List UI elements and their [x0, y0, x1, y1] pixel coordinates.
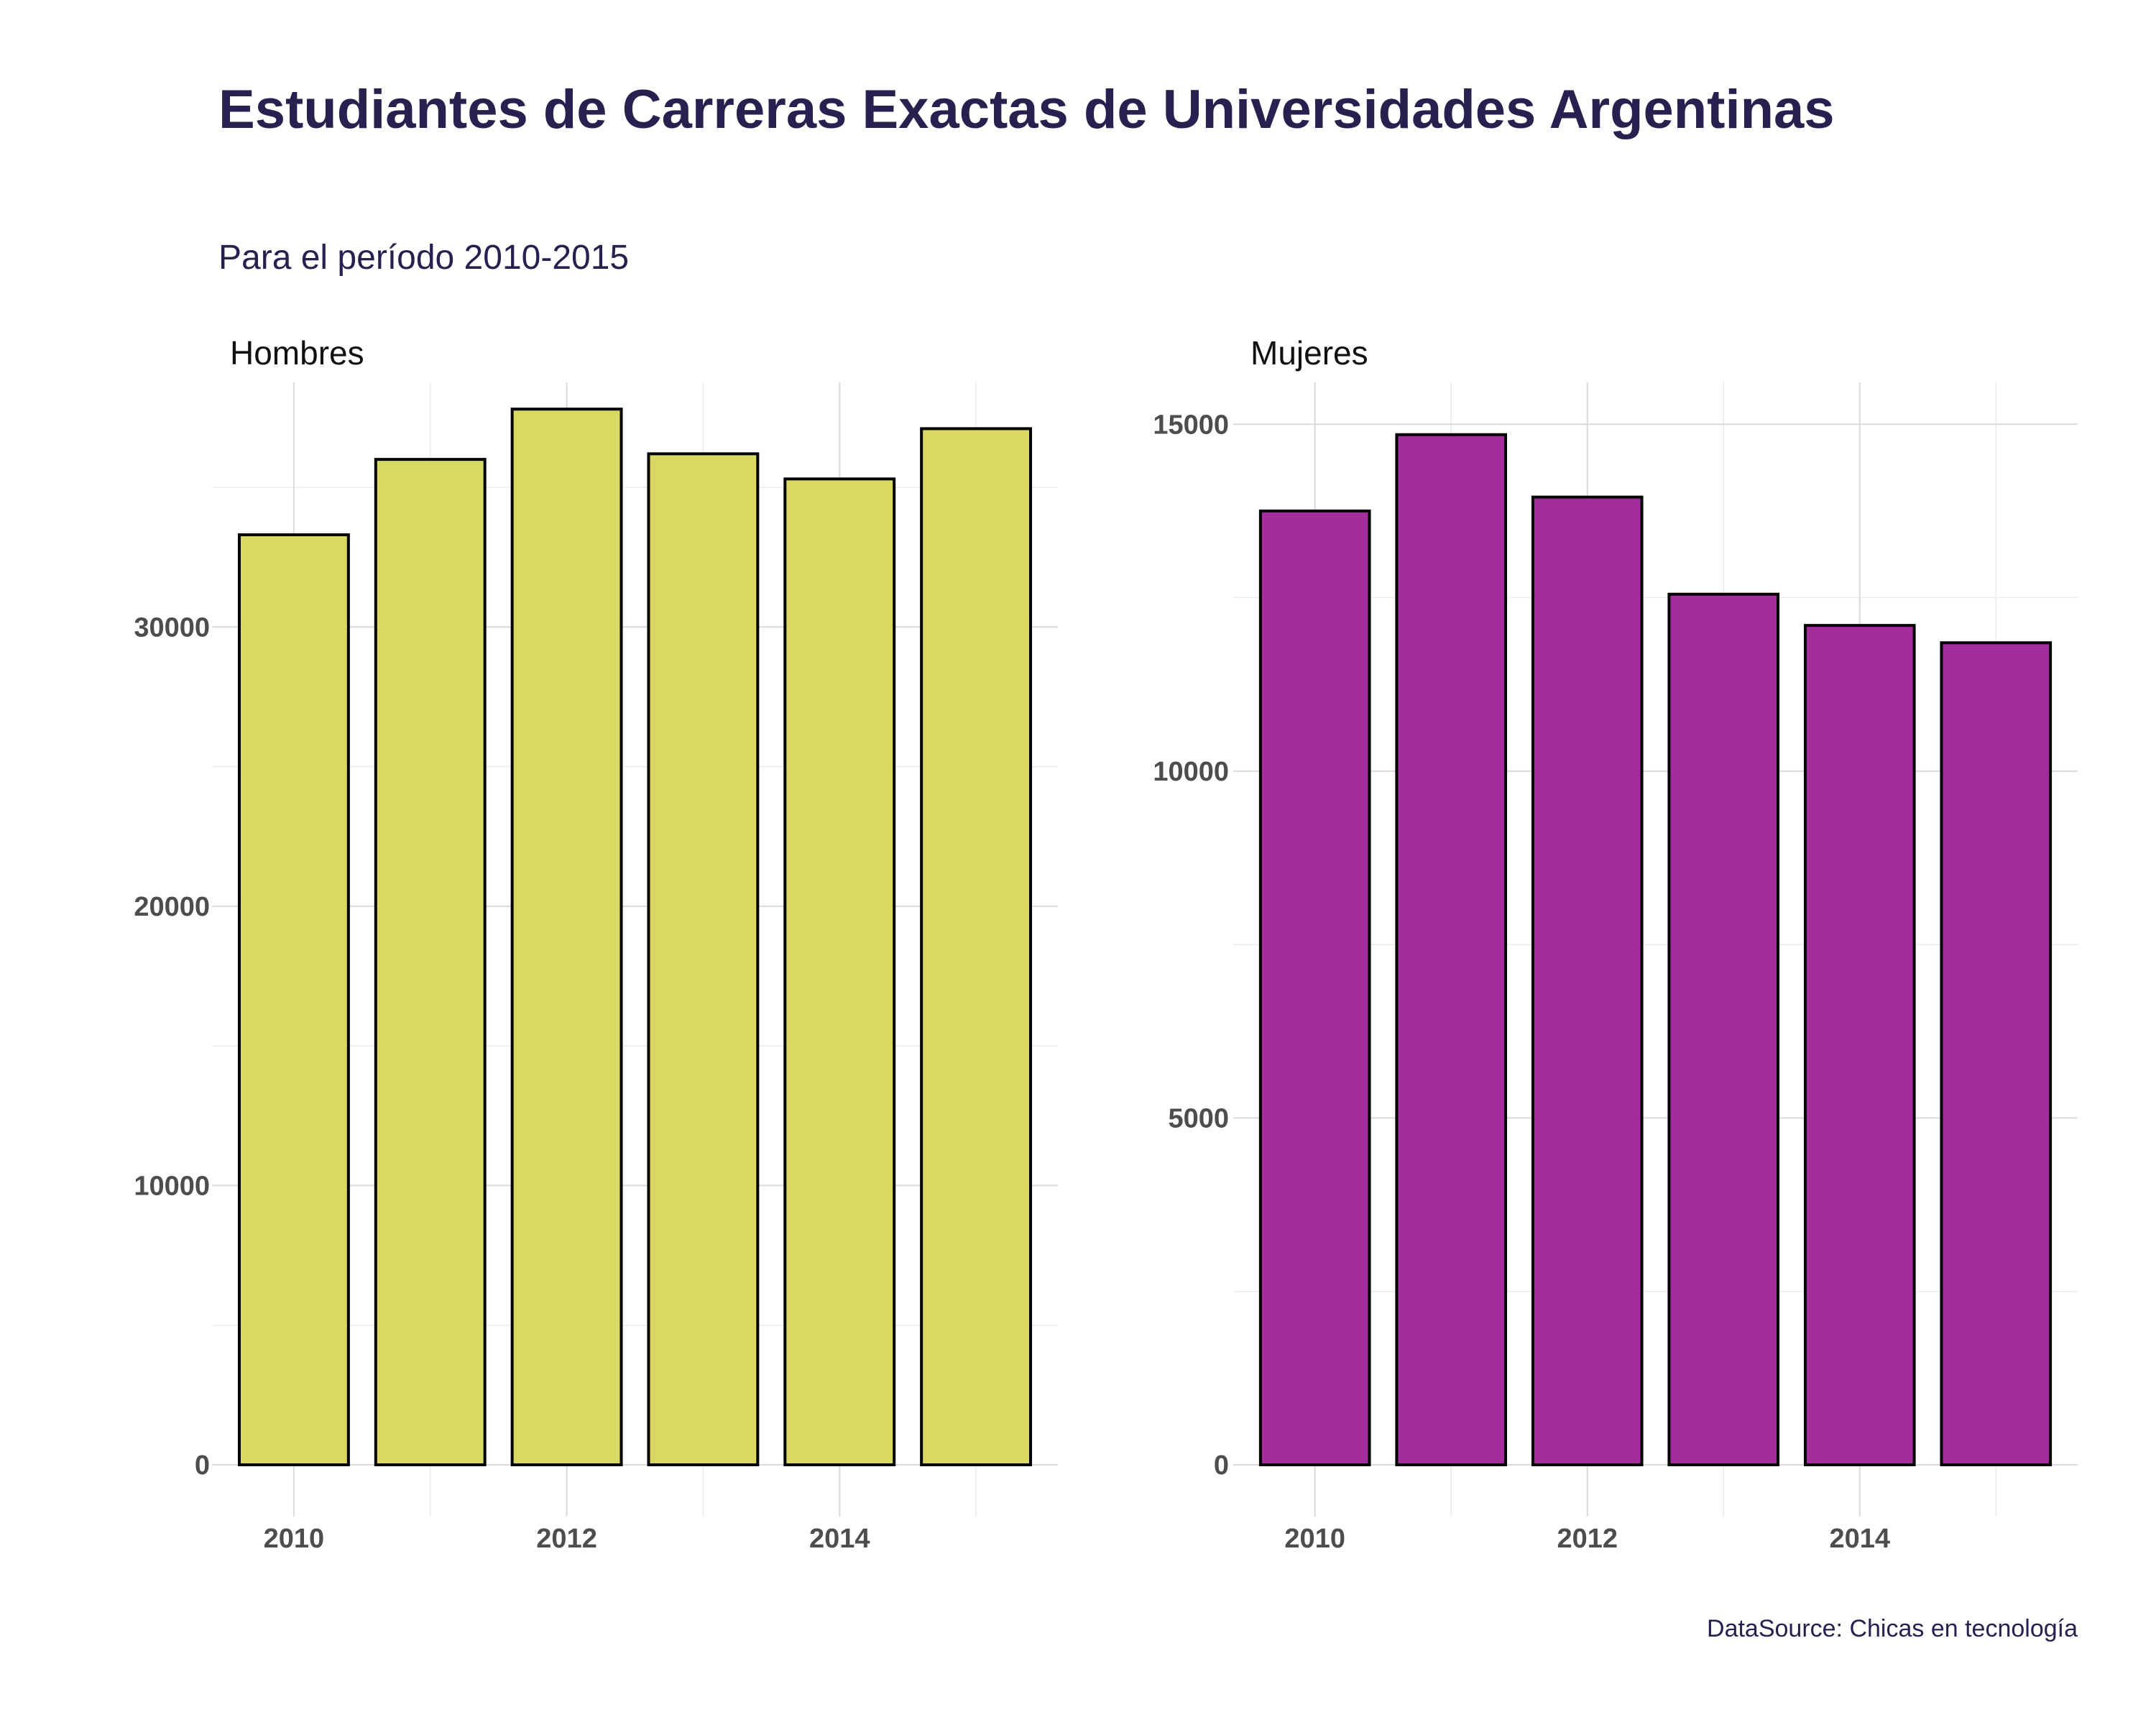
x-tick-label: 2014 — [1830, 1524, 1891, 1554]
x-tick-label: 2010 — [1284, 1524, 1345, 1554]
facet-strip-label: Mujeres — [1250, 334, 1368, 372]
facet-panel-hombres: 0 10000 20000 30000 2010 2012 2014 Hombres — [134, 334, 1058, 1554]
bar-mujeres-2015 — [1940, 641, 2053, 1467]
bar-hombres-2010 — [237, 533, 350, 1466]
bar-mujeres-2012 — [1531, 495, 1644, 1466]
bar-hombres-2013 — [647, 452, 760, 1466]
chart-subtitle: Para el período 2010-2015 — [218, 239, 629, 277]
facet-strip-label: Hombres — [230, 334, 364, 372]
y-tick-label: 30000 — [134, 612, 210, 643]
y-tick-label: 15000 — [1153, 410, 1229, 440]
bar-mujeres-2014 — [1803, 624, 1916, 1467]
chart-caption: DataSource: Chicas en tecnología — [1707, 1615, 2078, 1642]
y-tick-label: 5000 — [1168, 1103, 1229, 1133]
y-tick-label: 20000 — [134, 892, 210, 922]
bar-hombres-2011 — [374, 458, 487, 1467]
chart-title: Estudiantes de Carreras Exactas de Unive… — [218, 79, 1835, 140]
y-tick-label: 0 — [195, 1450, 210, 1481]
bar-mujeres-2010 — [1258, 509, 1371, 1466]
x-tick-label: 2012 — [536, 1524, 597, 1554]
facet-panels: 0 10000 20000 30000 2010 2012 2014 Hombres 0 5000… — [134, 334, 2078, 1554]
x-tick-label: 2010 — [264, 1524, 325, 1554]
bar-hombres-2015 — [920, 427, 1033, 1466]
bar-mujeres-2013 — [1667, 592, 1780, 1467]
bar-mujeres-2011 — [1395, 433, 1508, 1466]
y-tick-label: 0 — [1214, 1450, 1229, 1481]
facet-panel-mujeres: 0 5000 10000 15000 2010 2012 2014 Mujeres — [1153, 334, 2078, 1554]
x-tick-label: 2014 — [809, 1524, 870, 1554]
x-tick-label: 2012 — [1557, 1524, 1618, 1554]
y-tick-label: 10000 — [134, 1171, 210, 1201]
bar-hombres-2012 — [510, 408, 623, 1467]
y-tick-label: 10000 — [1153, 757, 1229, 787]
bar-hombres-2014 — [783, 477, 896, 1466]
